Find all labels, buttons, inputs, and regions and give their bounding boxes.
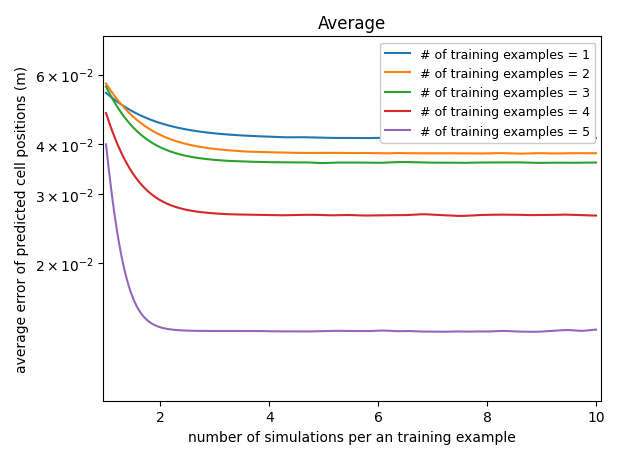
# of training examples = 5 xyxy=(531,329,538,335)
Legend: # of training examples = 1, # of training examples = 2, # of training examples =: # of training examples = 1, # of trainin… xyxy=(380,44,595,143)
# of training examples = 1 xyxy=(582,136,589,141)
# of training examples = 1 xyxy=(338,136,345,141)
# of training examples = 1 xyxy=(102,91,110,96)
# of training examples = 3 xyxy=(582,161,589,166)
# of training examples = 4 xyxy=(592,213,600,219)
# of training examples = 3 xyxy=(336,161,343,166)
# of training examples = 3 xyxy=(505,160,512,166)
# of training examples = 3 xyxy=(102,84,110,90)
# of training examples = 3 xyxy=(592,161,600,166)
# of training examples = 5 xyxy=(394,329,401,334)
Line: # of training examples = 5: # of training examples = 5 xyxy=(106,145,596,332)
# of training examples = 2 xyxy=(102,82,110,87)
# of training examples = 5 xyxy=(368,329,375,334)
# of training examples = 2 xyxy=(504,151,511,157)
# of training examples = 5 xyxy=(102,142,110,148)
# of training examples = 2 xyxy=(592,151,600,157)
# of training examples = 1 xyxy=(477,136,485,142)
# of training examples = 1 xyxy=(394,136,401,141)
# of training examples = 4 xyxy=(102,111,110,117)
# of training examples = 4 xyxy=(335,213,342,218)
# of training examples = 2 xyxy=(582,151,589,157)
Y-axis label: average error of predicted cell positions (m): average error of predicted cell position… xyxy=(15,66,29,372)
Line: # of training examples = 3: # of training examples = 3 xyxy=(106,87,596,164)
# of training examples = 4 xyxy=(394,213,401,218)
# of training examples = 4 xyxy=(338,213,345,218)
Line: # of training examples = 1: # of training examples = 1 xyxy=(106,94,596,139)
# of training examples = 1 xyxy=(368,136,375,141)
# of training examples = 2 xyxy=(338,151,345,157)
# of training examples = 3 xyxy=(339,161,347,166)
# of training examples = 2 xyxy=(335,151,342,157)
Line: # of training examples = 4: # of training examples = 4 xyxy=(106,114,596,217)
# of training examples = 5 xyxy=(504,329,511,334)
# of training examples = 3 xyxy=(395,160,402,166)
# of training examples = 2 xyxy=(394,151,401,157)
# of training examples = 5 xyxy=(338,328,345,334)
Line: # of training examples = 2: # of training examples = 2 xyxy=(106,84,596,154)
# of training examples = 1 xyxy=(592,136,600,141)
# of training examples = 4 xyxy=(582,213,589,218)
# of training examples = 2 xyxy=(368,151,375,157)
# of training examples = 4 xyxy=(457,214,464,219)
# of training examples = 1 xyxy=(335,136,342,141)
# of training examples = 2 xyxy=(516,151,524,157)
# of training examples = 3 xyxy=(368,161,376,166)
# of training examples = 4 xyxy=(505,213,512,218)
# of training examples = 5 xyxy=(592,327,600,333)
# of training examples = 5 xyxy=(335,328,342,334)
# of training examples = 1 xyxy=(505,136,512,141)
# of training examples = 3 xyxy=(319,161,327,167)
# of training examples = 4 xyxy=(368,213,375,219)
X-axis label: number of simulations per an training example: number of simulations per an training ex… xyxy=(188,430,516,444)
Title: Average: Average xyxy=(318,15,386,33)
# of training examples = 5 xyxy=(582,328,589,334)
